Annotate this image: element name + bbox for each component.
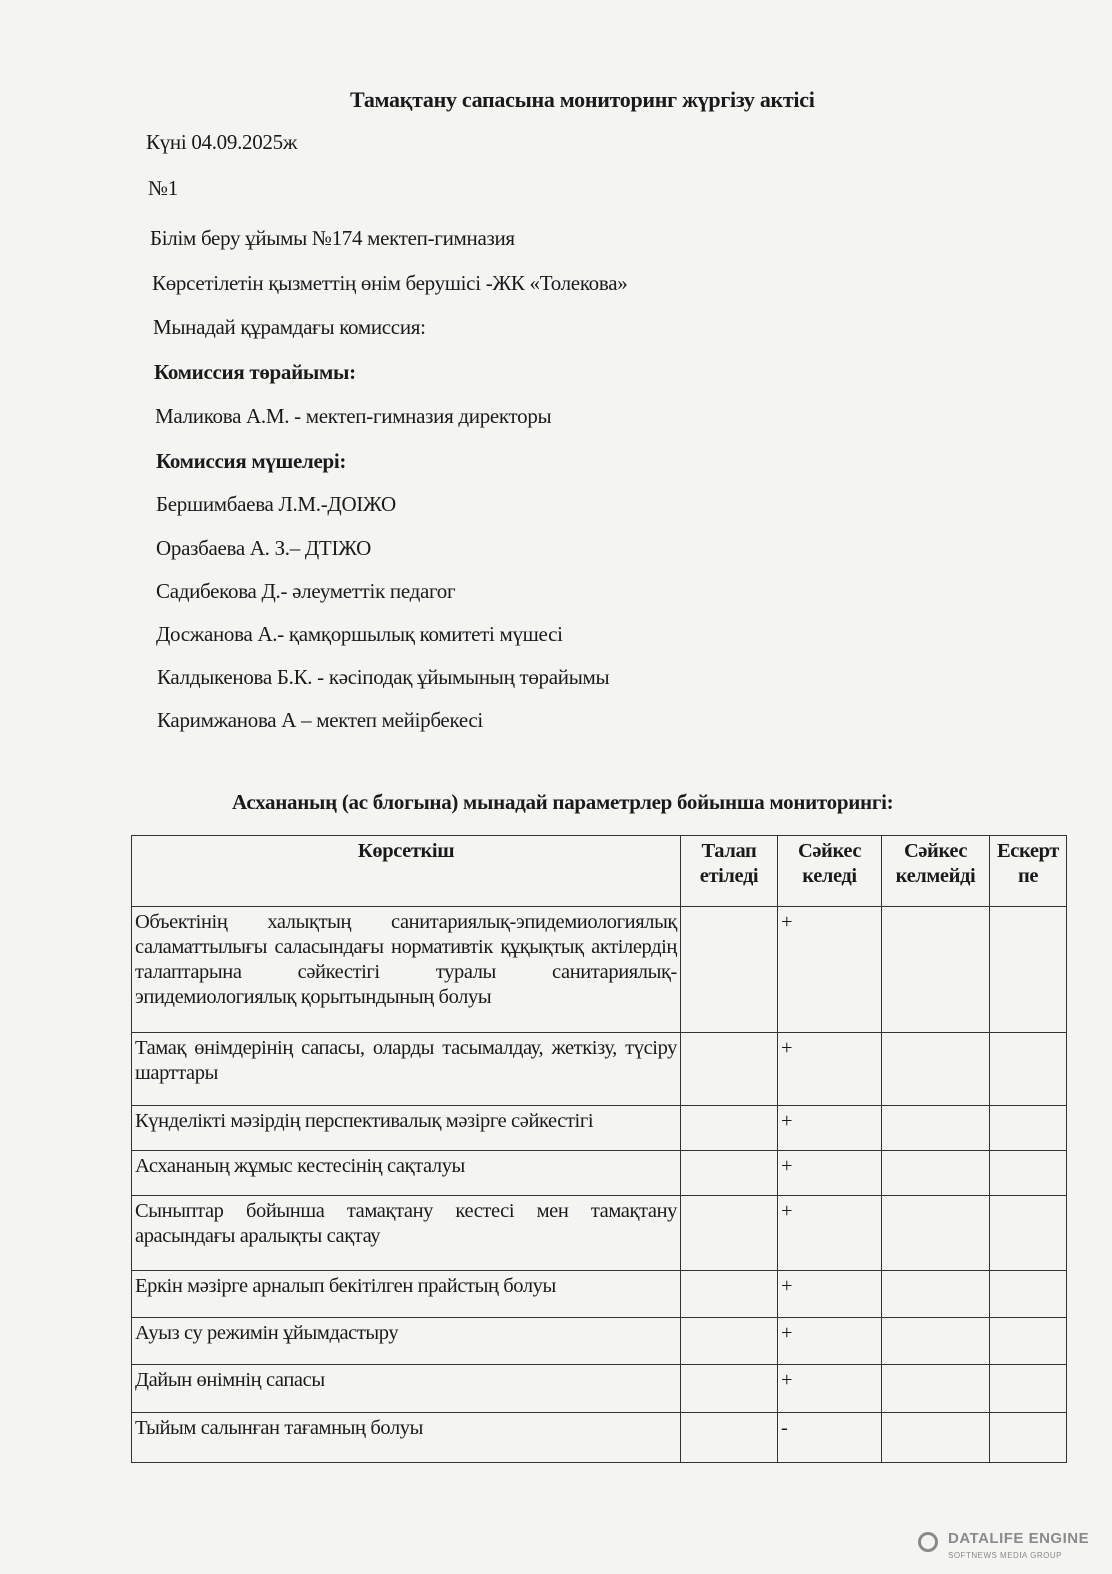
- indicator-cell: Тыйым салынған тағамның болуы: [131, 1412, 681, 1463]
- indicator-cell: Асхананың жұмыс кестесінің сақталуы: [131, 1150, 681, 1196]
- table-row: Дайын өнімнің сапасы +: [131, 1364, 1067, 1413]
- indicator-cell: Ауыз су режимін ұйымдастыру: [131, 1317, 681, 1365]
- not-complies-cell: [881, 1150, 990, 1196]
- header-complies: Сәйкес келеді: [777, 835, 882, 907]
- table-row: Тыйым салынған тағамның болуы -: [131, 1412, 1067, 1463]
- complies-cell: +: [777, 1317, 882, 1365]
- complies-cell: +: [777, 1364, 882, 1413]
- commission-intro: Мынадай құрамдағы комиссия:: [153, 315, 426, 339]
- note-cell: [989, 1032, 1067, 1106]
- indicator-cell: Еркін мәзірге арналып бекітілген прайсты…: [131, 1270, 681, 1318]
- watermark-logo-icon: [918, 1532, 938, 1552]
- watermark: DATALIFE ENGINE SOFTNEWS MEDIA GROUP: [918, 1530, 1098, 1564]
- note-cell: [989, 1195, 1067, 1271]
- member: Калдыкенова Б.К. - кәсіподақ ұйымының тө…: [157, 665, 610, 689]
- note-cell: [989, 906, 1067, 1033]
- chair: Маликова А.М. - мектеп-гимназия директор…: [155, 404, 552, 428]
- complies-cell: +: [777, 1105, 882, 1151]
- required-cell: [680, 1105, 778, 1151]
- complies-cell: +: [777, 1032, 882, 1106]
- header-note: Ескерт пе: [989, 835, 1067, 907]
- indicator-cell: Объектінің халықтың санитариялық-эпидеми…: [131, 906, 681, 1033]
- member: Досжанова А.- қамқоршылық комитеті мүшес…: [156, 622, 563, 646]
- header-indicator: Көрсеткіш: [131, 835, 681, 907]
- not-complies-cell: [881, 1195, 990, 1271]
- complies-cell: +: [777, 1195, 882, 1271]
- document-title: Тамақтану сапасына мониторинг жүргізу ак…: [350, 87, 815, 112]
- not-complies-cell: [881, 1270, 990, 1318]
- note-cell: [989, 1150, 1067, 1196]
- table-row: Күнделікті мәзірдің перспективалық мәзір…: [131, 1105, 1067, 1151]
- header-required: Талап етіледі: [680, 835, 778, 907]
- complies-cell: +: [777, 906, 882, 1033]
- required-cell: [680, 1317, 778, 1365]
- table-row: Объектінің халықтың санитариялық-эпидеми…: [131, 906, 1067, 1033]
- table-header-row: Көрсеткіш Талап етіледі Сәйкес келеді Сә…: [131, 835, 1067, 907]
- required-cell: [680, 1195, 778, 1271]
- member: Оразбаева А. З.– ДТІЖО: [156, 536, 372, 560]
- table-row: Еркін мәзірге арналып бекітілген прайсты…: [131, 1270, 1067, 1318]
- note-cell: [989, 1364, 1067, 1413]
- member: Садибекова Д.- әлеуметтік педагог: [156, 579, 456, 603]
- required-cell: [680, 906, 778, 1033]
- watermark-sub: SOFTNEWS MEDIA GROUP: [948, 1551, 1063, 1560]
- required-cell: [680, 1412, 778, 1463]
- indicator-cell: Тамақ өнімдерінің сапасы, оларды тасымал…: [131, 1032, 681, 1106]
- table-title: Асхананың (ас блогына) мынадай параметрл…: [232, 790, 894, 814]
- not-complies-cell: [881, 1317, 990, 1365]
- note-cell: [989, 1412, 1067, 1463]
- note-cell: [989, 1105, 1067, 1151]
- required-cell: [680, 1270, 778, 1318]
- required-cell: [680, 1032, 778, 1106]
- not-complies-cell: [881, 1105, 990, 1151]
- date-line: Күні 04.09.2025ж: [146, 130, 298, 154]
- note-cell: [989, 1317, 1067, 1365]
- table-row: Ауыз су режимін ұйымдастыру +: [131, 1317, 1067, 1365]
- member: Бершимбаева Л.М.-ДОІЖО: [156, 492, 396, 516]
- note-cell: [989, 1270, 1067, 1318]
- table-row: Сыныптар бойынша тамақтану кестесі мен т…: [131, 1195, 1067, 1271]
- act-number: №1: [148, 176, 178, 200]
- table-row: Тамақ өнімдерінің сапасы, оларды тасымал…: [131, 1032, 1067, 1106]
- required-cell: [680, 1364, 778, 1413]
- organization: Білім беру ұйымы №174 мектеп-гимназия: [150, 226, 515, 250]
- indicator-cell: Дайын өнімнің сапасы: [131, 1364, 681, 1413]
- monitoring-table: Көрсеткіш Талап етіледі Сәйкес келеді Сә…: [131, 835, 1067, 1463]
- table-row: Асхананың жұмыс кестесінің сақталуы +: [131, 1150, 1067, 1196]
- watermark-name: DATALIFE ENGINE: [948, 1530, 1090, 1547]
- indicator-cell: Күнделікті мәзірдің перспективалық мәзір…: [131, 1105, 681, 1151]
- complies-cell: -: [777, 1412, 882, 1463]
- member: Каримжанова А – мектеп мейірбекесі: [157, 708, 483, 732]
- not-complies-cell: [881, 1032, 990, 1106]
- complies-cell: +: [777, 1150, 882, 1196]
- indicator-cell: Сыныптар бойынша тамақтану кестесі мен т…: [131, 1195, 681, 1271]
- header-not-complies: Сәйкес келмейді: [881, 835, 990, 907]
- not-complies-cell: [881, 906, 990, 1033]
- not-complies-cell: [881, 1364, 990, 1413]
- provider: Көрсетілетін қызметтің өнім берушісі -ЖК…: [152, 271, 628, 295]
- complies-cell: +: [777, 1270, 882, 1318]
- chair-heading: Комиссия төрайымы:: [154, 360, 356, 384]
- members-heading: Комиссия мүшелері:: [156, 449, 347, 473]
- required-cell: [680, 1150, 778, 1196]
- not-complies-cell: [881, 1412, 990, 1463]
